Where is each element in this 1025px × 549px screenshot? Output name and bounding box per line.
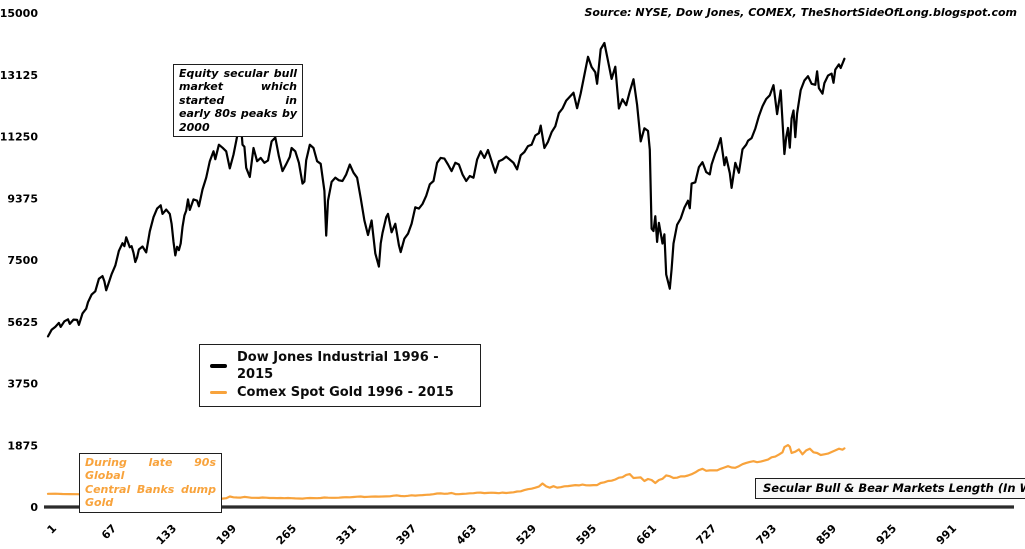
y-axis-tick-label: 5625 bbox=[7, 316, 38, 329]
x-axis-tick-label: 199 bbox=[214, 522, 239, 547]
annotation-line: early 80s peaks by 2000 bbox=[179, 107, 297, 134]
annotation-equity-secular-bull: Equity secular bull market which started… bbox=[173, 64, 303, 138]
y-axis-tick-label: 13125 bbox=[0, 69, 38, 82]
comex-gold-line bbox=[46, 444, 846, 500]
legend-label: Comex Spot Gold 1996 - 2015 bbox=[237, 385, 454, 400]
x-axis-tick-label: 595 bbox=[574, 522, 599, 547]
y-axis-tick-label: 15000 bbox=[0, 7, 38, 20]
x-axis-tick-label: 793 bbox=[754, 522, 779, 547]
x-axis-tick-label: 727 bbox=[694, 522, 719, 547]
x-axis-tick-label: 265 bbox=[274, 522, 299, 547]
annotation-line: market which started in bbox=[179, 80, 297, 107]
source-credit: Source: NYSE, Dow Jones, COMEX, TheShort… bbox=[584, 6, 1017, 19]
legend-label: Dow Jones Industrial 1996 - 2015 bbox=[237, 350, 439, 382]
legend-item-gold: Comex Spot Gold 1996 - 2015 bbox=[210, 384, 472, 401]
annotation-line: Equity secular bull bbox=[179, 67, 297, 80]
y-axis-tick-label: 9375 bbox=[7, 192, 38, 205]
x-axis-tick-label: 67 bbox=[99, 522, 119, 542]
annotation-line: During late 90s Global bbox=[85, 456, 216, 483]
x-axis-tick-label: 397 bbox=[394, 522, 419, 547]
legend: Dow Jones Industrial 1996 - 2015 Comex S… bbox=[199, 344, 481, 407]
annotation-line: Central Banks dump Gold bbox=[85, 482, 216, 510]
x-axis-tick-label: 661 bbox=[634, 522, 659, 547]
x-axis-tick-label: 463 bbox=[454, 522, 479, 547]
x-axis-tick-label: 991 bbox=[934, 522, 959, 547]
x-axis-tick-label: 529 bbox=[514, 522, 539, 547]
x-axis-tick-label: 859 bbox=[814, 522, 839, 547]
x-axis-tick-label: 133 bbox=[154, 522, 179, 547]
y-axis-tick-label: 1875 bbox=[7, 439, 38, 452]
dow-legend-marker bbox=[210, 364, 227, 368]
x-axis-tick-label: 1 bbox=[45, 522, 60, 537]
x-axis-tick-label: 925 bbox=[874, 522, 899, 547]
y-axis-tick-label: 0 bbox=[30, 501, 38, 514]
y-axis-tick-label: 3750 bbox=[7, 378, 38, 391]
x-axis-tick-label: 331 bbox=[334, 522, 359, 547]
y-axis-tick-label: 11250 bbox=[0, 131, 38, 144]
y-axis-labels: 0 1875 3750 5625 7500 9375 11250 13125 15000 bbox=[0, 7, 38, 514]
x-axis-labels: 1 67 133 199 265 331 397 463 529 595 661 727 793 859 9… bbox=[45, 522, 960, 547]
y-axis-tick-label: 7500 bbox=[7, 254, 38, 267]
gold-legend-marker bbox=[210, 390, 227, 395]
legend-item-dow: Dow Jones Industrial 1996 - 2015 bbox=[210, 349, 472, 383]
dow-jones-line bbox=[46, 41, 846, 338]
annotation-central-banks-gold: During late 90s Global Central Banks dum… bbox=[79, 453, 222, 513]
x-axis-title: Secular Bull & Bear Markets Length (In W… bbox=[755, 478, 1025, 499]
